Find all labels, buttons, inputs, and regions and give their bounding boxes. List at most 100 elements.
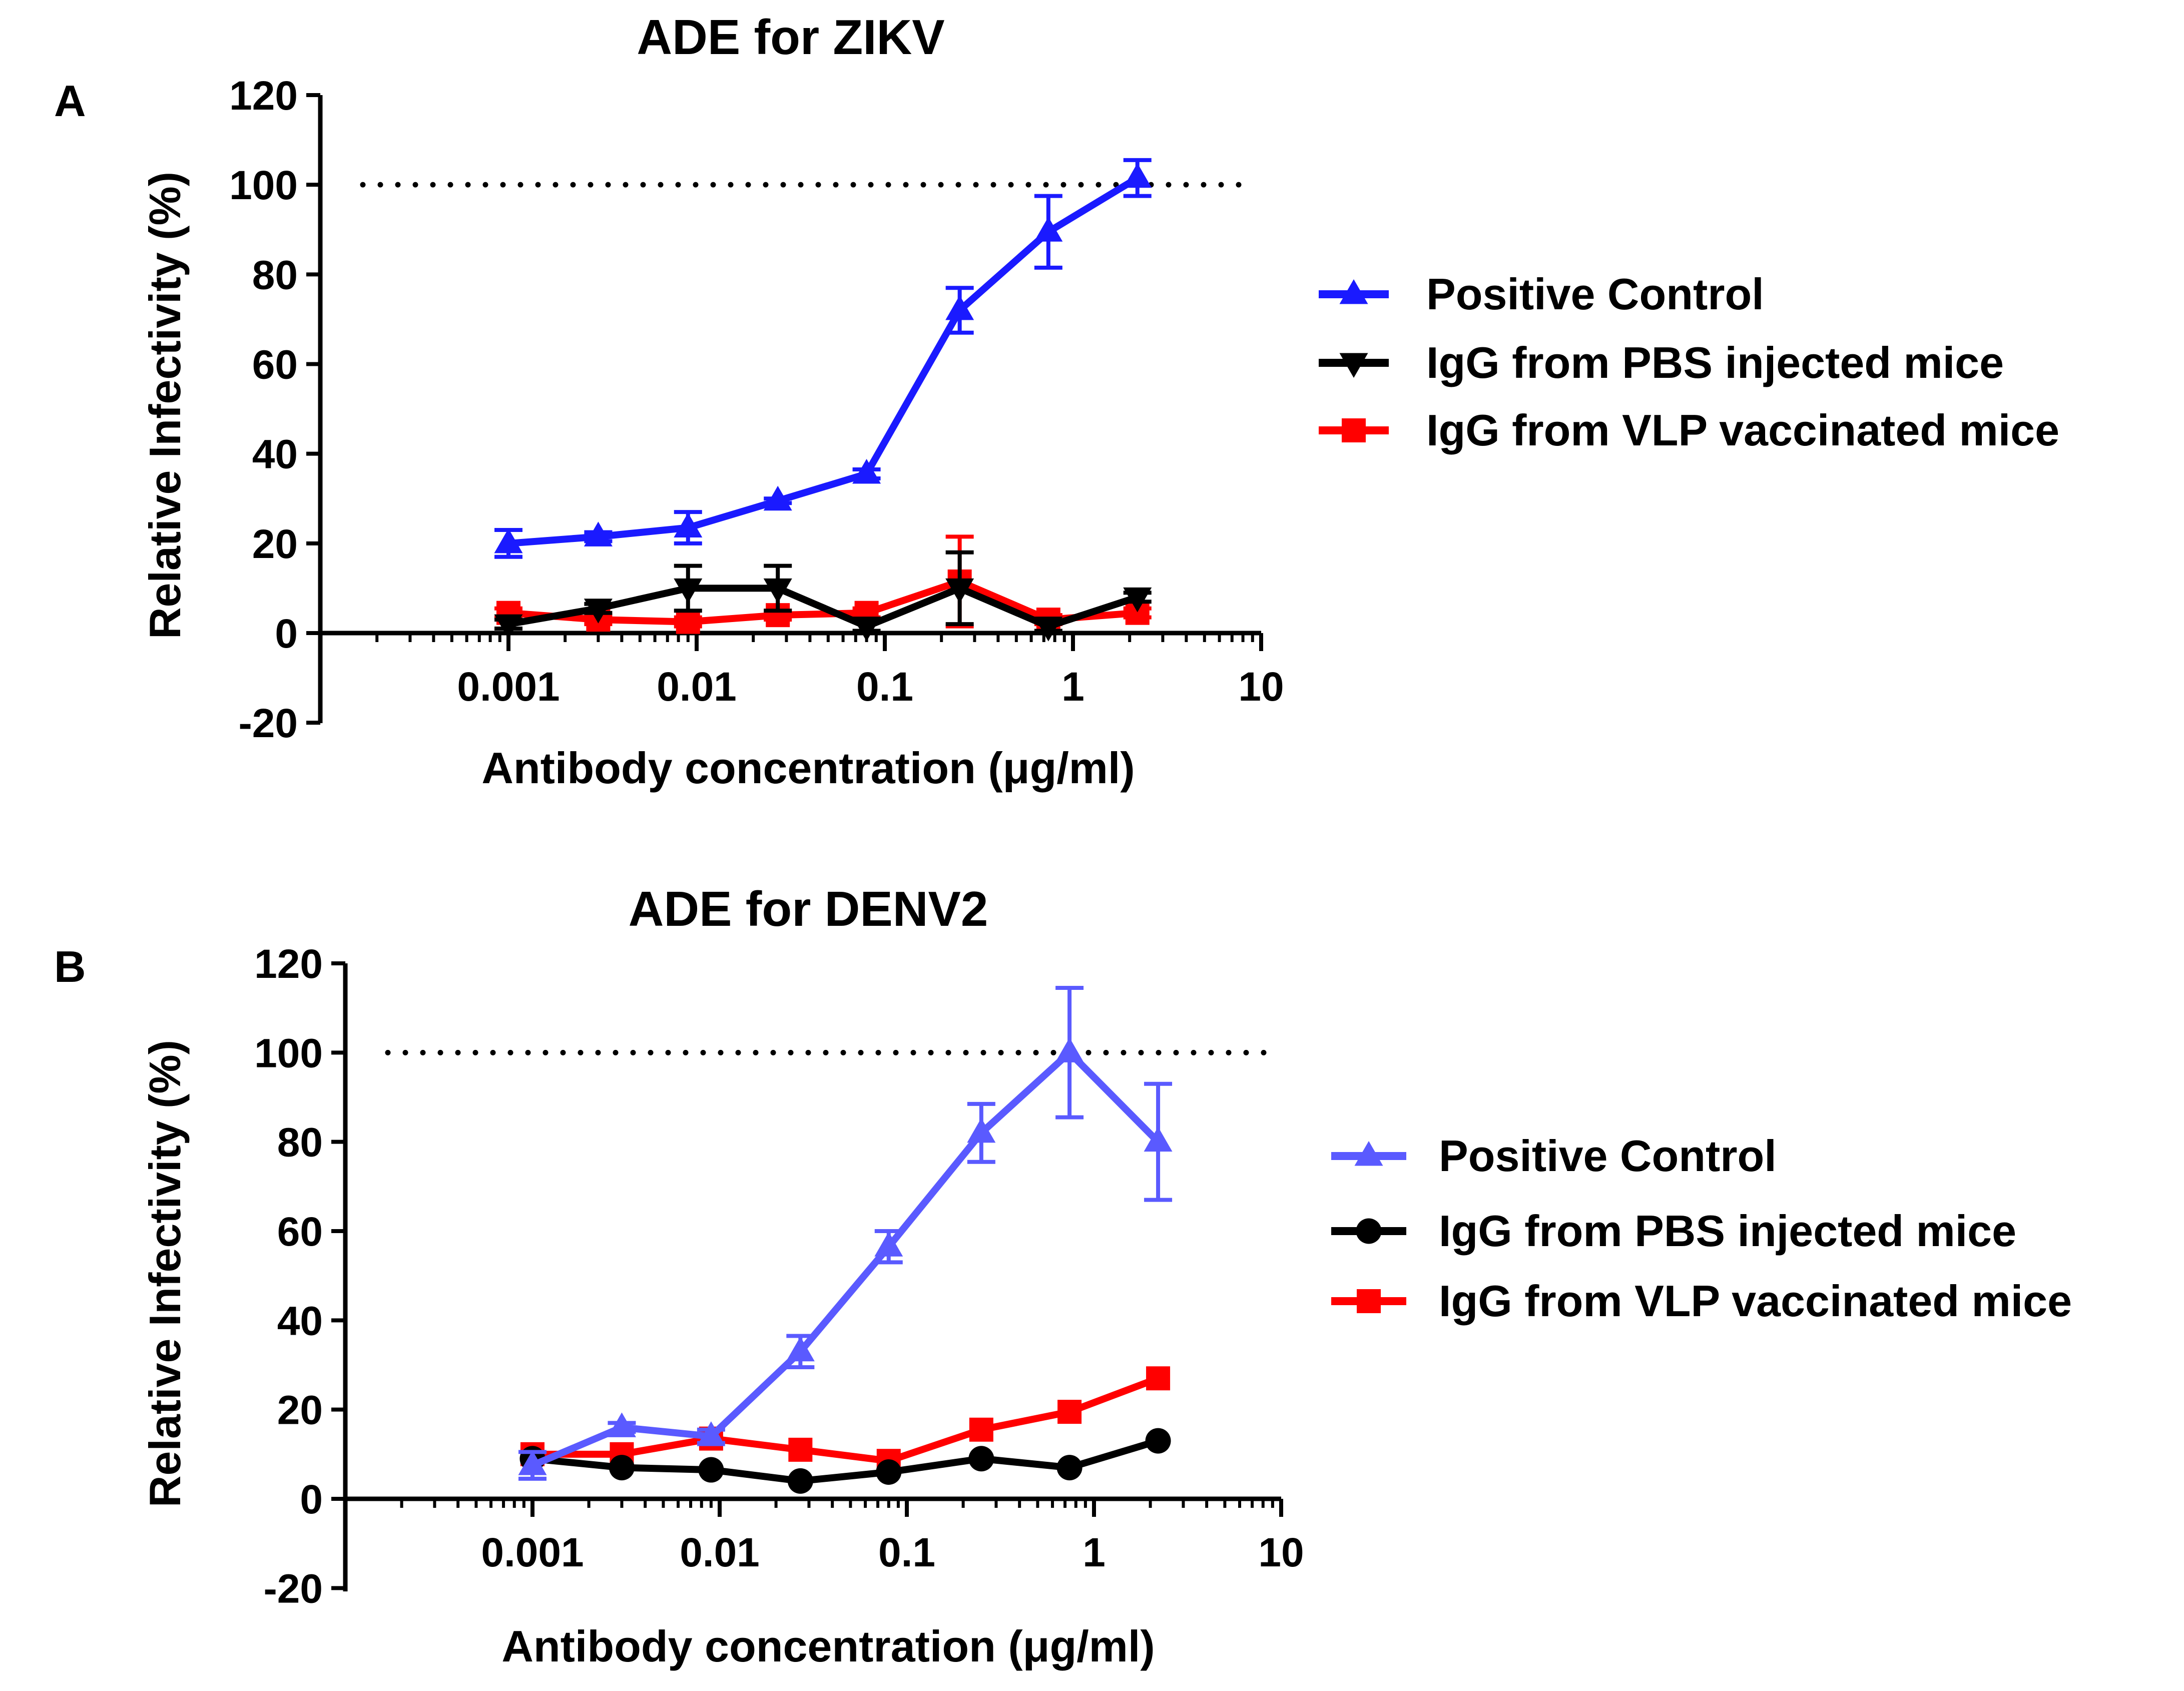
data-point bbox=[1144, 1126, 1173, 1152]
data-point bbox=[674, 578, 703, 604]
y-tick-label: 100 bbox=[254, 1030, 323, 1076]
y-tick-label: 40 bbox=[252, 432, 298, 477]
data-point bbox=[852, 458, 881, 484]
y-tick-label: 60 bbox=[277, 1209, 323, 1255]
legend-marker bbox=[1342, 418, 1366, 442]
data-point bbox=[1055, 1037, 1084, 1062]
data-point bbox=[967, 1117, 996, 1143]
legend-marker bbox=[1354, 1141, 1383, 1166]
legend: Positive Control IgG from PBS injected m… bbox=[1319, 269, 2059, 455]
y-tick-label: 0 bbox=[300, 1477, 323, 1522]
data-point bbox=[763, 578, 792, 604]
y-axis-label: Relative Infectivity (%) bbox=[140, 1040, 190, 1507]
x-tick-label: 1 bbox=[1061, 664, 1084, 710]
x-tick-label: 0.001 bbox=[481, 1530, 584, 1575]
data-point bbox=[1034, 217, 1063, 242]
data-point bbox=[584, 521, 613, 546]
y-tick-label: 80 bbox=[277, 1120, 323, 1166]
data-point bbox=[1057, 1400, 1082, 1424]
data-point bbox=[945, 578, 974, 604]
x-tick-label: 0.001 bbox=[457, 664, 560, 710]
panel-label: B bbox=[54, 942, 86, 991]
x-tick-label: 10 bbox=[1238, 664, 1284, 710]
y-tick-label: -20 bbox=[238, 701, 298, 746]
data-point bbox=[852, 617, 881, 642]
y-tick-label: 20 bbox=[252, 521, 298, 567]
series-positive-control bbox=[518, 986, 1173, 1481]
data-point bbox=[763, 485, 792, 511]
y-tick-label: 40 bbox=[277, 1298, 323, 1344]
data-point bbox=[1145, 1428, 1171, 1454]
plot-area: -20 0 20 40 60 80 100 120 0.001 0.01 0.1 1 10 bbox=[229, 73, 1284, 746]
x-axis-label: Antibody concentration (μg/ml) bbox=[501, 1621, 1155, 1671]
data-point bbox=[1146, 1366, 1171, 1391]
data-point bbox=[494, 528, 523, 553]
data-point bbox=[518, 1450, 547, 1475]
series-igg-from-pbs-injected-mice bbox=[519, 1428, 1171, 1494]
legend-marker bbox=[1339, 279, 1368, 304]
y-tick-label: -20 bbox=[263, 1566, 323, 1611]
series-positive-control bbox=[494, 158, 1152, 559]
x-axis-label: Antibody concentration (μg/ml) bbox=[481, 743, 1135, 793]
series-line bbox=[531, 1049, 1161, 1469]
series-line bbox=[508, 175, 1140, 547]
panel-b: B ADE for DENV2 Antibody concentration (… bbox=[54, 881, 2072, 1671]
y-tick-label: 0 bbox=[275, 611, 298, 657]
x-tick-label: 1 bbox=[1082, 1530, 1106, 1575]
y-tick-label: 120 bbox=[229, 73, 298, 119]
legend-label-pbs-igg: IgG from PBS injected mice bbox=[1426, 338, 2004, 387]
y-tick-label: 20 bbox=[277, 1388, 323, 1433]
data-point bbox=[1123, 587, 1152, 613]
data-point bbox=[787, 1468, 813, 1494]
plot-area: -20 0 20 40 60 80 100 120 0.001 0.01 0.1 1 10 bbox=[254, 941, 1304, 1611]
x-tick-label: 0.01 bbox=[657, 664, 737, 710]
legend-label-vlp-igg: IgG from VLP vaccinated mice bbox=[1426, 405, 2059, 455]
data-point bbox=[674, 512, 703, 537]
data-point bbox=[945, 295, 974, 320]
data-point bbox=[786, 1336, 815, 1362]
x-tick-label: 0.1 bbox=[878, 1530, 935, 1575]
data-point bbox=[607, 1412, 636, 1437]
data-point bbox=[874, 1232, 903, 1257]
legend: Positive Control IgG from PBS injected m… bbox=[1331, 1131, 2072, 1326]
x-tick-label: 0.1 bbox=[856, 664, 913, 710]
series-line bbox=[532, 1437, 1160, 1485]
series-line bbox=[508, 578, 1138, 626]
data-point bbox=[494, 614, 523, 640]
y-axis-label: Relative Infectivity (%) bbox=[140, 172, 190, 639]
legend-marker bbox=[1356, 1218, 1382, 1244]
y-tick-label: 100 bbox=[229, 163, 298, 208]
data-point bbox=[698, 1457, 724, 1483]
data-point bbox=[1123, 163, 1152, 188]
data-point bbox=[876, 1459, 902, 1485]
legend-label-pbs-igg: IgG from PBS injected mice bbox=[1439, 1206, 2016, 1256]
series-line bbox=[507, 585, 1139, 630]
legend-label-vlp-igg: IgG from VLP vaccinated mice bbox=[1439, 1276, 2072, 1326]
series-igg-from-pbs-injected-mice bbox=[494, 550, 1152, 642]
legend-label-positive-control: Positive Control bbox=[1426, 269, 1764, 319]
data-point bbox=[1056, 1455, 1082, 1481]
data-point bbox=[788, 1437, 813, 1462]
data-point bbox=[968, 1446, 994, 1472]
legend-marker bbox=[1339, 353, 1368, 378]
panel-label: A bbox=[54, 76, 86, 126]
chart-title: ADE for DENV2 bbox=[629, 881, 988, 936]
y-tick-label: 60 bbox=[252, 342, 298, 388]
data-point bbox=[676, 610, 700, 634]
legend-label-positive-control: Positive Control bbox=[1439, 1131, 1777, 1181]
series-line bbox=[532, 1375, 1160, 1465]
chart-title: ADE for ZIKV bbox=[637, 10, 944, 65]
data-point bbox=[584, 599, 613, 624]
panel-a: A ADE for ZIKV Antibody concentration (μ… bbox=[54, 10, 2059, 793]
legend-marker bbox=[1357, 1289, 1381, 1313]
y-tick-label: 120 bbox=[254, 941, 323, 987]
y-tick-label: 80 bbox=[252, 252, 298, 298]
data-point bbox=[609, 1455, 635, 1481]
x-tick-label: 0.01 bbox=[680, 1530, 760, 1575]
x-tick-label: 10 bbox=[1258, 1530, 1304, 1575]
data-point bbox=[1034, 617, 1063, 642]
data-point bbox=[697, 1421, 726, 1446]
data-point bbox=[969, 1417, 993, 1442]
